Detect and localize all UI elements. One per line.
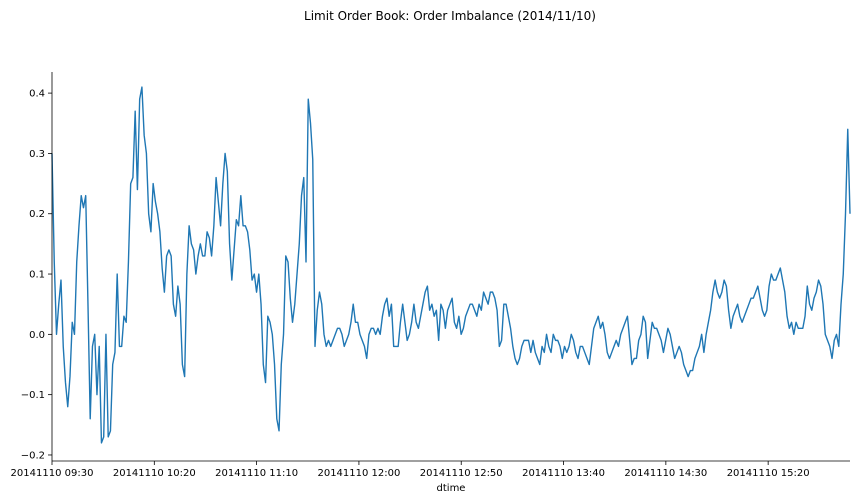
y-tick-label: 0.4 [29, 89, 45, 100]
x-axis-ticks: 20141110 09:30 20141110 10:20 20141110 11:… [11, 461, 810, 479]
x-tick-label: 20141110 09:30 [11, 468, 94, 479]
x-tick-label: 20141110 12:00 [317, 468, 400, 479]
y-axis-ticks: −0.2 −0.1 0.0 0.1 0.2 0.3 0.4 [21, 89, 52, 461]
x-tick-label: 20141110 15:20 [727, 468, 810, 479]
x-axis-label: dtime [437, 483, 466, 494]
plot-area [51, 86, 851, 444]
y-tick-label: 0.0 [29, 330, 45, 341]
y-tick-label: −0.1 [21, 390, 45, 401]
x-tick-label: 20141110 11:10 [215, 468, 298, 479]
x-tick-label: 20141110 10:20 [113, 468, 196, 479]
x-tick-label: 20141110 14:30 [624, 468, 707, 479]
y-tick-label: 0.3 [29, 149, 45, 160]
series-line [51, 86, 851, 444]
x-tick-label: 20141110 12:50 [420, 468, 503, 479]
y-tick-label: −0.2 [21, 450, 45, 461]
x-tick-label: 20141110 13:40 [522, 468, 605, 479]
chart-title: Limit Order Book: Order Imbalance (2014/… [304, 9, 596, 23]
y-tick-label: 0.1 [29, 270, 45, 281]
y-tick-label: 0.2 [29, 209, 45, 220]
